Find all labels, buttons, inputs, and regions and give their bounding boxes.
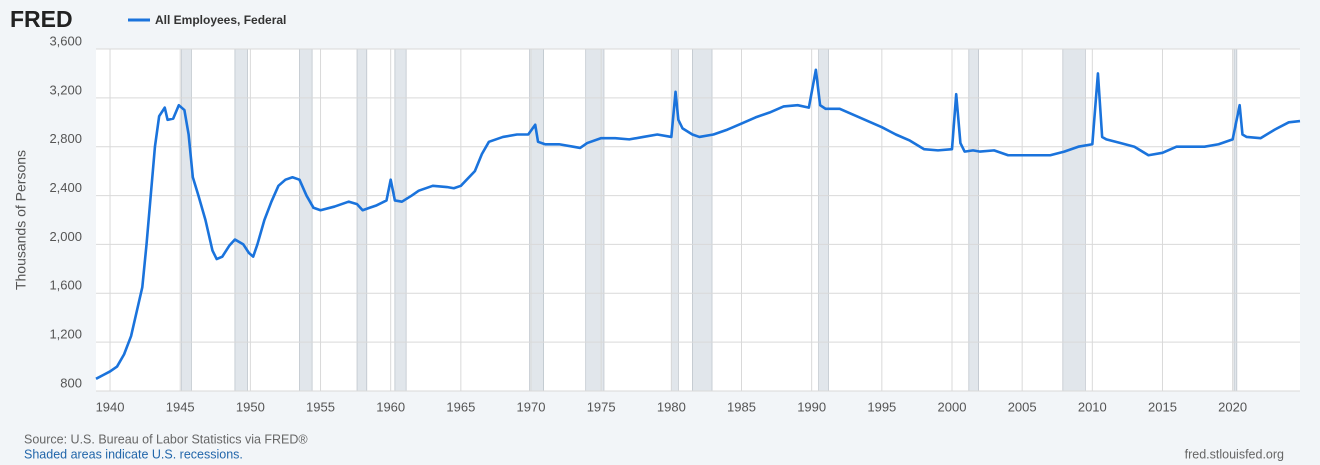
y-tick-label: 2,800 (49, 131, 82, 146)
y-tick-label: 3,600 (49, 33, 82, 48)
recession-band (529, 48, 544, 392)
y-tick-label: 1,600 (49, 278, 82, 293)
x-tick-label: 1995 (867, 399, 896, 414)
y-tick-label: 1,200 (49, 327, 82, 342)
y-tick-label: 2,400 (49, 180, 82, 195)
site-link[interactable]: fred.stlouisfed.org (1185, 447, 1284, 461)
x-tick-label: 1970 (517, 399, 546, 414)
y-axis-label: Thousands of Persons (13, 150, 29, 290)
x-tick-label: 1965 (446, 399, 475, 414)
x-tick-label: 1955 (306, 399, 335, 414)
y-tick-label: 3,200 (49, 82, 82, 97)
recession-band (356, 48, 368, 392)
y-tick-label: 2,000 (49, 229, 82, 244)
data-line (95, 68, 1301, 380)
recession-band (1062, 48, 1086, 392)
x-tick-label: 1975 (587, 399, 616, 414)
recession-band (968, 48, 979, 392)
recession-note[interactable]: Shaded areas indicate U.S. recessions. (24, 447, 243, 461)
y-tick-label: 800 (60, 375, 82, 390)
x-tick-label: 1940 (96, 399, 125, 414)
recession-band (692, 48, 713, 392)
source-note: Source: U.S. Bureau of Labor Statistics … (24, 432, 308, 446)
recession-band (299, 48, 313, 392)
x-tick-label: 1985 (727, 399, 756, 414)
recession-band (234, 48, 248, 392)
recession-band (181, 48, 192, 392)
x-tick-label: 2015 (1148, 399, 1177, 414)
x-tick-label: 1950 (236, 399, 265, 414)
x-tick-label: 1980 (657, 399, 686, 414)
x-tick-label: 2020 (1218, 399, 1247, 414)
brand-logo[interactable]: FRED (10, 6, 73, 32)
recession-band (1233, 48, 1238, 392)
x-tick-label: 1945 (166, 399, 195, 414)
legend-label: All Employees, Federal (155, 13, 286, 27)
x-tick-label: 1990 (797, 399, 826, 414)
x-tick-label: 2005 (1008, 399, 1037, 414)
recession-band (394, 48, 407, 392)
x-tick-label: 2010 (1078, 399, 1107, 414)
x-tick-label: 1960 (376, 399, 405, 414)
x-tick-label: 2000 (938, 399, 967, 414)
